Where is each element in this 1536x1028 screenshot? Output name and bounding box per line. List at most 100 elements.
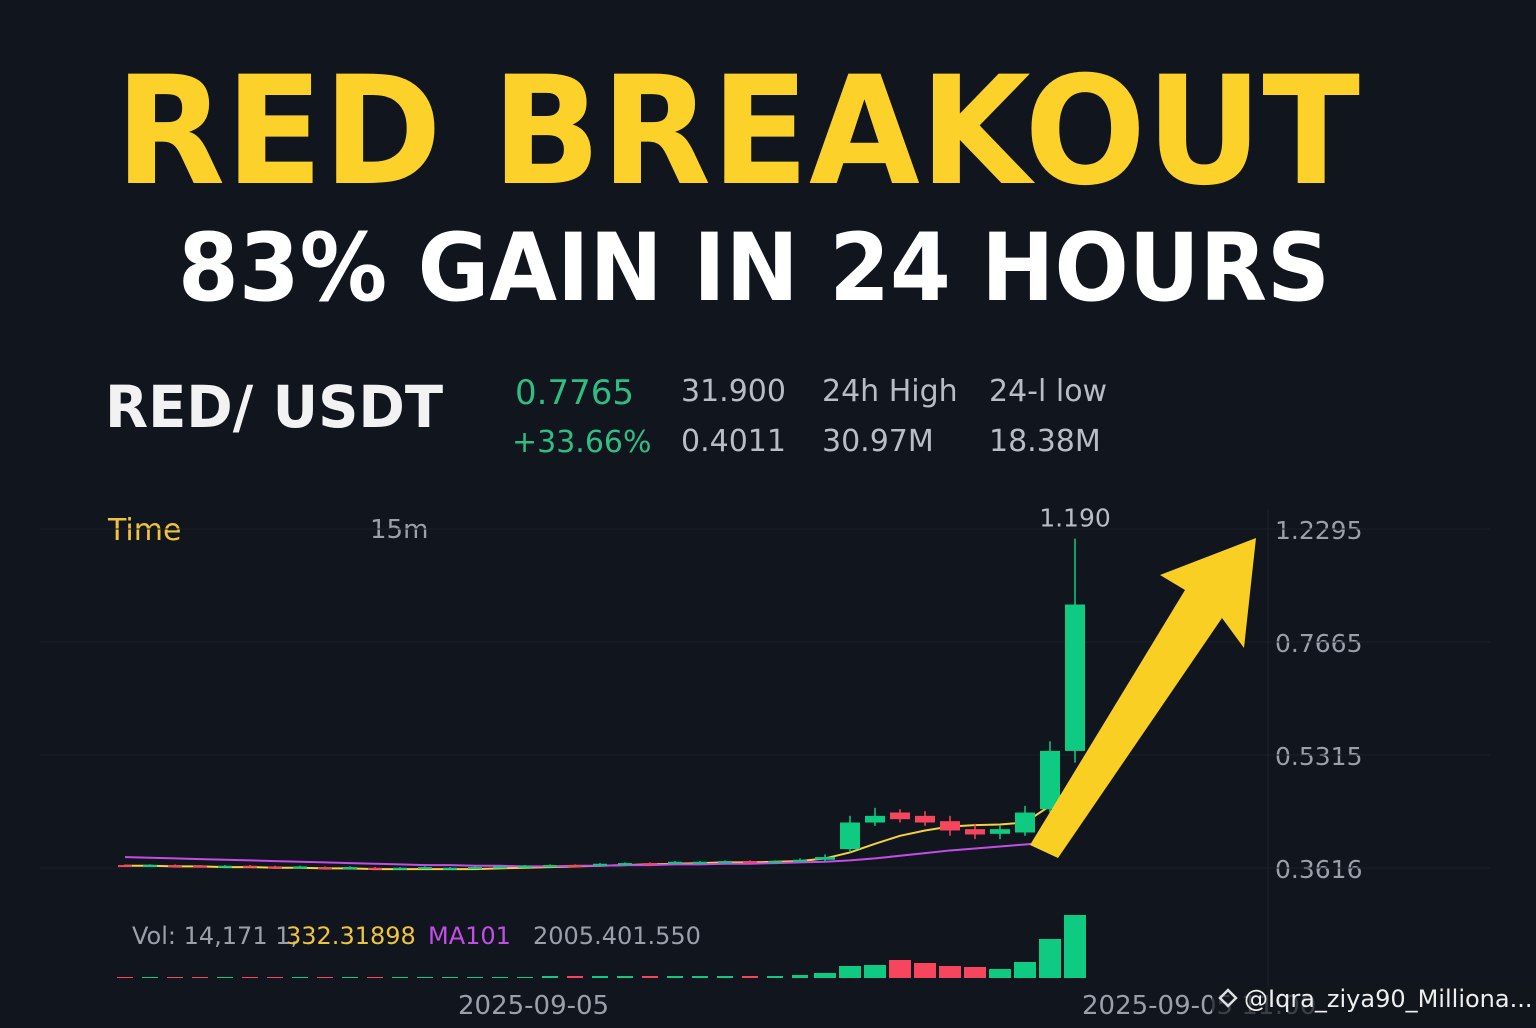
interval: 15m [370, 515, 428, 545]
subtitle: 83% GAIN IN 24 HOURS [178, 214, 1330, 323]
candle-body [243, 865, 257, 868]
volume-bar [492, 977, 508, 978]
candle-body [718, 861, 732, 864]
candle-body [668, 861, 682, 864]
volume-bar [989, 969, 1011, 978]
y-tick-label: 0.7665 [1275, 629, 1362, 658]
vol-ma: MA101 [428, 922, 511, 950]
candle-body [468, 867, 482, 870]
watermark-icon [1218, 988, 1238, 1008]
stat: 24-l low [989, 374, 1107, 409]
volume-bar [342, 977, 358, 978]
y-tick-label: 1.2295 [1275, 516, 1362, 545]
candle-body [865, 815, 885, 823]
volume-bar [392, 977, 408, 978]
vol-label: Vol: 14,171 1, [132, 922, 298, 950]
volume-bar [592, 976, 608, 978]
arrow [1030, 538, 1256, 858]
candle-body [768, 861, 782, 864]
candle-body [793, 859, 807, 862]
volume-bar [1039, 939, 1061, 978]
candle-body [518, 865, 532, 868]
volume-bar [367, 977, 383, 978]
candle-body [168, 865, 182, 868]
volume-bar [217, 977, 233, 978]
stat: 30.97M [822, 424, 934, 459]
volume-bar [667, 976, 683, 978]
volume-bar [814, 973, 836, 978]
pair: RED/ USDT [105, 373, 443, 441]
volume-bar [517, 977, 533, 978]
stat: 0.4011 [681, 424, 786, 459]
candle-body [393, 867, 407, 870]
date-label: 2025-09-05 [458, 991, 609, 1021]
candle-body [840, 822, 860, 850]
volume-bar [1064, 915, 1086, 978]
candle-body [418, 867, 432, 870]
time-label: Time [107, 513, 181, 548]
candle-body [368, 867, 382, 870]
candle-body [143, 865, 157, 868]
candle-body [618, 863, 632, 866]
candle-body [965, 829, 985, 835]
candle-body [1015, 812, 1035, 833]
change: +33.66% [512, 425, 652, 460]
candle-body [593, 863, 607, 866]
stat: 31.900 [681, 374, 786, 409]
y-tick-label: 0.3616 [1275, 855, 1362, 884]
volume-bar [167, 977, 183, 978]
volume-bar [467, 977, 483, 978]
volume-bar [567, 976, 583, 978]
volume-bar [889, 960, 911, 978]
candle-body [1040, 750, 1060, 810]
volume-bar [292, 977, 308, 978]
stat: 18.38M [989, 424, 1101, 459]
watermark-bg [1212, 985, 1536, 1024]
volume-bar [417, 977, 433, 978]
volume-bar [939, 966, 961, 978]
candle-body [318, 867, 332, 870]
vol-value: 332.31898 [286, 922, 416, 950]
volume-bar [117, 977, 133, 978]
candle-body [990, 829, 1010, 834]
candle-body [915, 815, 935, 823]
ma-line [124, 841, 1051, 868]
volume-bar [742, 976, 758, 978]
volume-bar [792, 975, 808, 978]
candle-body [293, 866, 307, 869]
candle-body [193, 865, 207, 868]
watermark: @Iqra_ziya90_Milliona... [1244, 985, 1532, 1013]
volume-bar [267, 977, 283, 978]
volume-bar [642, 976, 658, 978]
candle-body [543, 865, 557, 868]
volume-bar [442, 977, 458, 978]
candle-body [568, 865, 582, 868]
candle-body [890, 812, 910, 820]
volume-bar [692, 976, 708, 978]
volume-bar [914, 963, 936, 978]
candle-body [268, 866, 282, 869]
volume-bar [242, 977, 258, 978]
volume-bar [617, 976, 633, 978]
candle-body [643, 863, 657, 866]
title: RED BREAKOUT [115, 45, 1360, 219]
volume-bar [717, 976, 733, 978]
high-label: 1.190 [1039, 504, 1111, 533]
candle-body [693, 861, 707, 864]
volume-bar [142, 977, 158, 978]
candle-body [940, 821, 960, 831]
vol-ma-value: 2005.401.550 [533, 922, 701, 950]
candle-body [118, 865, 132, 868]
volume-bar [317, 977, 333, 978]
volume-bar [839, 966, 861, 978]
y-tick-label: 0.5315 [1275, 742, 1362, 771]
candle-body [218, 865, 232, 868]
price: 0.7765 [515, 373, 634, 413]
volume-bar [1014, 962, 1036, 978]
candle-body [443, 867, 457, 870]
stat: 24h High [822, 374, 958, 409]
candle-body [343, 867, 357, 870]
